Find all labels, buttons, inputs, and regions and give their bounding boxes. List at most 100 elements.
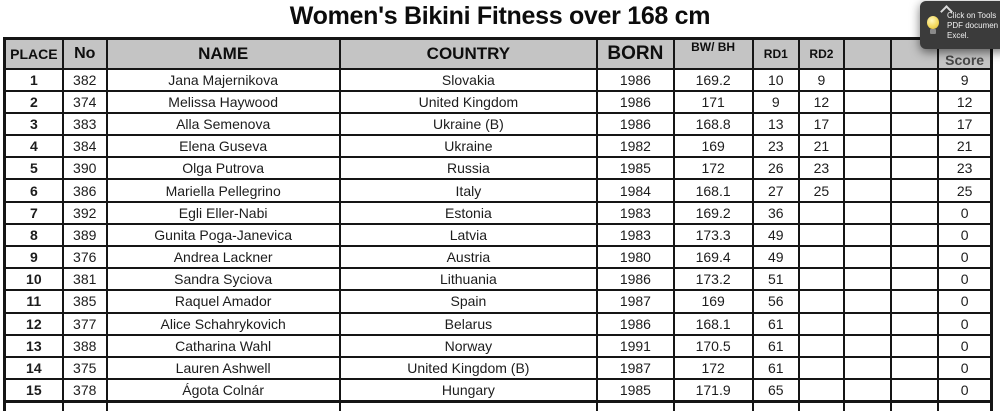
cell-name: Mariella Pellegrino — [105, 178, 341, 203]
cell-rd2 — [797, 311, 845, 336]
tooltip-line-2: PDF documen — [947, 21, 999, 30]
tooltip-line-3: Excel. — [947, 31, 969, 40]
column-header-place: PLACE — [3, 37, 64, 70]
cell-country: Latvia — [338, 222, 599, 248]
column-header-empty-1 — [842, 37, 893, 70]
column-header-born: BORN — [596, 37, 675, 70]
cell-no: 388 — [61, 333, 108, 358]
cell-rd1: 61 — [751, 333, 800, 358]
table-row: 4 384 Elena Guseva Ukraine 1982 169 23 2… — [3, 134, 993, 159]
cell-score: 0 — [937, 378, 993, 403]
column-header-no: No — [61, 37, 108, 70]
cell-place: 7 — [3, 200, 64, 225]
cell-name: Catharina Wahl — [105, 333, 341, 358]
cell-no: 376 — [61, 244, 108, 270]
cell-rd2: 25 — [797, 178, 845, 203]
cell-score: 12 — [937, 89, 993, 114]
pdf-convert-tooltip[interactable]: Click on Tools PDF documen Excel. — [920, 1, 1000, 49]
cell-country: United Kingdom (B) — [338, 355, 599, 381]
cell-bw-bh: 169 — [672, 134, 754, 159]
cell-name: Elena Guseva — [105, 134, 341, 159]
cell-place: 15 — [3, 378, 64, 403]
cell-born: 1985 — [596, 156, 675, 181]
cell-empty-1 — [842, 333, 893, 358]
cell-bw-bh: 171 — [672, 89, 754, 114]
cell-empty-2 — [890, 200, 940, 225]
cell-bw-bh: 169.2 — [672, 200, 754, 225]
cell-score: 0 — [937, 289, 993, 314]
cell-empty-2 — [890, 311, 940, 336]
table-row-partial — [3, 399, 993, 411]
cell-rd2 — [797, 200, 845, 225]
cell-rd2 — [797, 333, 845, 358]
table-row: 10 381 Sandra Syciova Lithuania 1986 173… — [3, 267, 993, 292]
cell-empty-2 — [890, 111, 940, 137]
cell-rd1: 10 — [751, 67, 800, 92]
table-row: 7 392 Egli Eller-Nabi Estonia 1983 169.2… — [3, 200, 993, 225]
table-row: 12 377 Alice Schahrykovich Belarus 1986 … — [3, 311, 993, 336]
cell-score: 0 — [937, 222, 993, 248]
cell-rd1: 61 — [751, 311, 800, 336]
cell-rd1: 49 — [751, 244, 800, 270]
cell-rd2 — [797, 289, 845, 314]
cell-rd2: 12 — [797, 89, 845, 114]
cell-place: 9 — [3, 244, 64, 270]
cell-rd1: 61 — [751, 355, 800, 381]
cell-place: 10 — [3, 267, 64, 292]
cell-born: 1983 — [596, 222, 675, 248]
cell-bw-bh: 172 — [672, 156, 754, 181]
cell-country: Italy — [338, 178, 599, 203]
column-header-bw-bh: BW/ BH — [672, 37, 754, 70]
cell-name: Lauren Ashwell — [105, 355, 341, 381]
cell-score: 0 — [937, 311, 993, 336]
cell-rd1: 13 — [751, 111, 800, 137]
cell-name: Sandra Syciova — [105, 267, 341, 292]
cell-no: 392 — [61, 200, 108, 225]
header-row: PLACE No NAME COUNTRY BORN BW/ BH RD1 RD… — [3, 37, 993, 70]
cell-country: Norway — [338, 333, 599, 358]
cell-no: 389 — [61, 222, 108, 248]
cell-place: 4 — [3, 134, 64, 159]
cell-place: 13 — [3, 333, 64, 358]
cell-empty-1 — [842, 67, 893, 92]
cell-born: 1986 — [596, 311, 675, 336]
cell-no: 383 — [61, 111, 108, 137]
cell-empty-2 — [890, 378, 940, 403]
lightbulb-base — [930, 29, 936, 34]
cell-empty-1 — [842, 355, 893, 381]
cell-empty-1 — [842, 178, 893, 203]
cell-empty-1 — [842, 111, 893, 137]
cell-score: 9 — [937, 67, 993, 92]
table-row: 13 388 Catharina Wahl Norway 1991 170.5 … — [3, 333, 993, 358]
cell-country: Austria — [338, 244, 599, 270]
table-row: 6 386 Mariella Pellegrino Italy 1984 168… — [3, 178, 993, 203]
cell-empty-1 — [842, 289, 893, 314]
cell-rd2: 9 — [797, 67, 845, 92]
cell-country: Lithuania — [338, 267, 599, 292]
cell-country: Russia — [338, 156, 599, 181]
cell-name: Gunita Poga-Janevica — [105, 222, 341, 248]
cell-no: 382 — [61, 67, 108, 92]
tooltip-text: Click on Tools PDF documen Excel. — [947, 11, 1000, 41]
cell-score: 23 — [937, 156, 993, 181]
cell-name: Ágota Colnár — [105, 378, 341, 403]
cell-score: 0 — [937, 267, 993, 292]
cell-rd1: 51 — [751, 267, 800, 292]
page-title: Women's Bikini Fitness over 168 cm — [289, 2, 711, 30]
cell-country: Ukraine — [338, 134, 599, 159]
cell-country: Hungary — [338, 378, 599, 403]
cell-name: Egli Eller-Nabi — [105, 200, 341, 225]
cell-born: 1987 — [596, 355, 675, 381]
cell-no: 377 — [61, 311, 108, 336]
cell-empty-2 — [890, 222, 940, 248]
table-row: 11 385 Raquel Amador Spain 1987 169 56 0 — [3, 289, 993, 314]
cell-no: 381 — [61, 267, 108, 292]
cell-rd2: 23 — [797, 156, 845, 181]
cell-place: 3 — [3, 111, 64, 137]
cell-country: Slovakia — [338, 67, 599, 92]
cell-born: 1983 — [596, 200, 675, 225]
lightbulb-glass — [927, 16, 939, 29]
cell-rd2 — [797, 378, 845, 403]
cell-no: 384 — [61, 134, 108, 159]
cell-place: 5 — [3, 156, 64, 181]
